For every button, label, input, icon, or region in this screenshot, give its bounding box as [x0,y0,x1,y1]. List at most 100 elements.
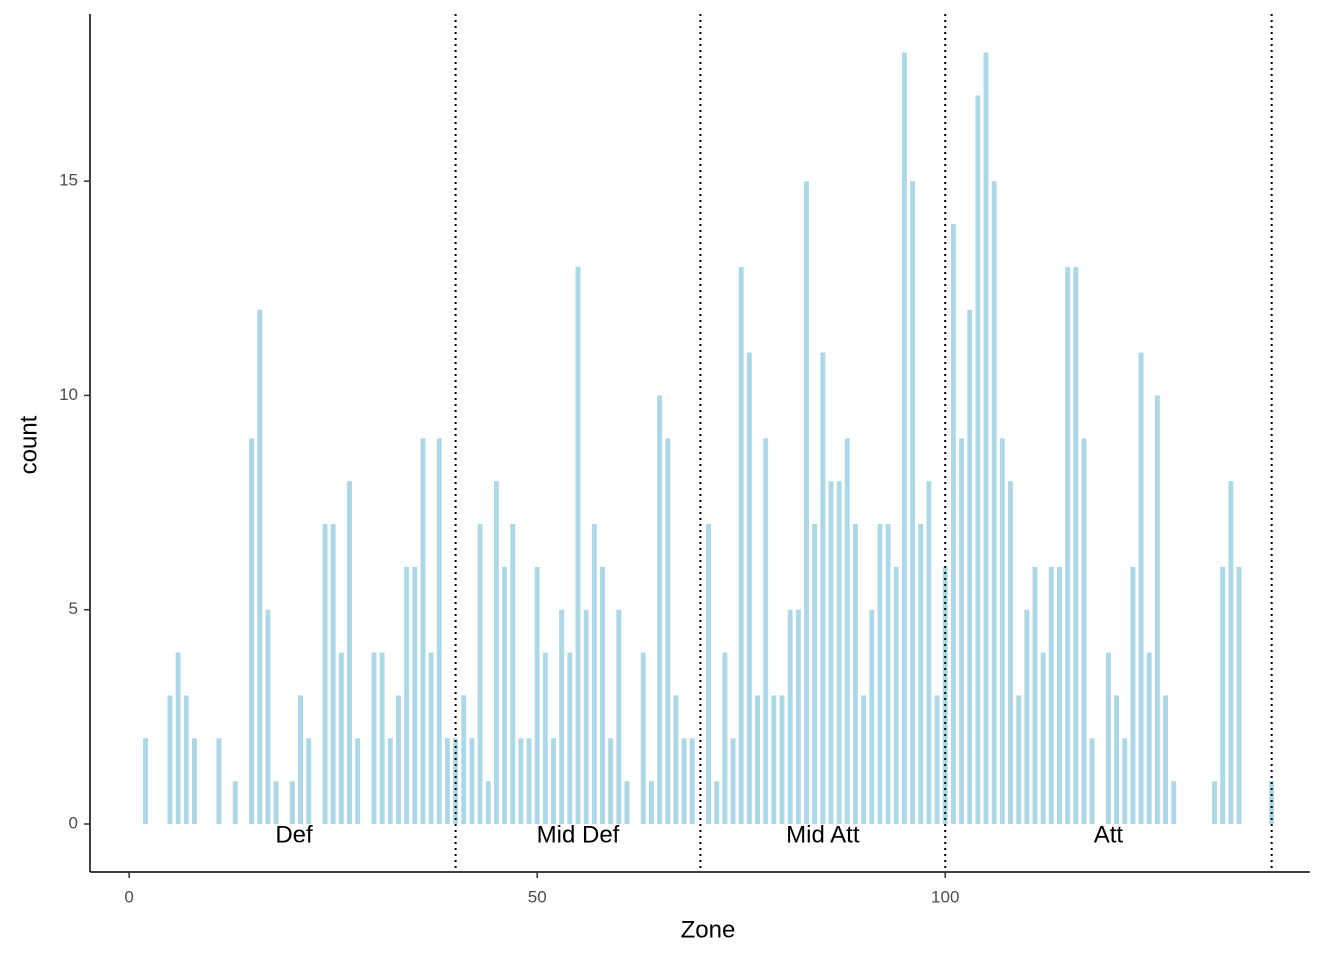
bar [877,524,883,824]
bar [1057,566,1062,824]
bar [722,652,728,824]
bar [1220,566,1226,824]
bar [918,524,924,824]
bar [853,524,858,824]
zone-label: Mid Att [786,821,860,848]
bar [950,224,956,824]
bar [330,524,336,824]
bar [1114,695,1120,824]
bar [836,481,842,824]
bar [893,566,899,824]
bar [600,566,605,824]
bar [306,738,312,824]
bar [779,695,785,824]
bar [192,738,197,824]
bar [934,695,940,824]
bar [828,481,834,824]
bar [265,609,271,824]
x-tick-label: 50 [528,887,547,906]
bar [812,524,818,824]
bar [763,438,769,824]
bar [999,438,1005,824]
bar [453,738,459,824]
bar [714,781,720,824]
bar [967,309,973,824]
y-axis-title: count [15,415,42,474]
bar [355,738,361,824]
x-axis-title: Zone [681,916,736,943]
y-tick-label: 15 [59,171,78,190]
zone-label: Mid Def [537,821,620,848]
bar [257,309,263,824]
x-tick-label: 0 [124,887,133,906]
bar [1040,652,1046,824]
bar [640,652,646,824]
bar [738,266,744,824]
bar [706,524,712,824]
x-tick-label: 100 [931,887,959,906]
bar [755,695,760,824]
bar [143,738,148,824]
bar [681,738,687,824]
bar [175,652,181,824]
bar [746,352,752,824]
y-tick-label: 0 [69,813,78,832]
bar [502,566,508,824]
bar [983,52,989,825]
bar [526,738,532,824]
bar [477,524,483,824]
bar [575,266,581,824]
bar [657,395,663,824]
bar [1105,652,1111,824]
bar [347,481,352,824]
bar [689,738,695,824]
bar [273,781,279,824]
bar [289,781,295,824]
bar [567,652,573,824]
bar [379,652,385,824]
bar [338,652,344,824]
bar [869,609,875,824]
zone-label: Def [275,821,313,848]
bar [1024,609,1030,824]
bar [534,566,540,824]
bar [1032,566,1038,824]
bar [1048,566,1054,824]
bar [493,481,499,824]
bar [510,524,516,824]
bar [444,738,450,824]
bar [322,524,328,824]
bar [551,738,556,824]
bar [1236,566,1242,824]
bar [469,738,475,824]
bar [518,738,524,824]
bar [542,652,548,824]
bar [1154,395,1160,824]
bar [844,438,850,824]
bar [396,695,401,824]
bar [232,781,238,824]
bar [298,695,303,824]
bar [428,652,434,824]
bar [730,738,736,824]
y-tick-label: 5 [69,599,78,618]
bar [404,566,410,824]
bar [1016,695,1022,824]
bar [1073,266,1079,824]
bar [167,695,173,824]
bar [608,738,614,824]
bar [387,738,393,824]
bar [926,481,932,824]
bar [1138,352,1144,824]
bar [820,352,826,824]
bar [249,438,255,824]
bar [673,695,679,824]
bar [804,181,809,825]
bar [787,609,793,824]
bar [861,695,867,824]
bar [910,181,916,825]
bar [1146,652,1152,824]
bar [183,695,189,824]
bar [1122,738,1128,824]
bar [420,438,426,824]
